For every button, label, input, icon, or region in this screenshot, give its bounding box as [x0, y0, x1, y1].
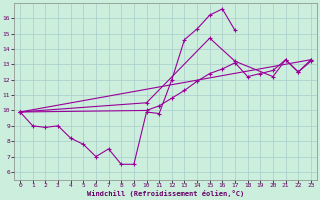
X-axis label: Windchill (Refroidissement éolien,°C): Windchill (Refroidissement éolien,°C) [87, 190, 244, 197]
